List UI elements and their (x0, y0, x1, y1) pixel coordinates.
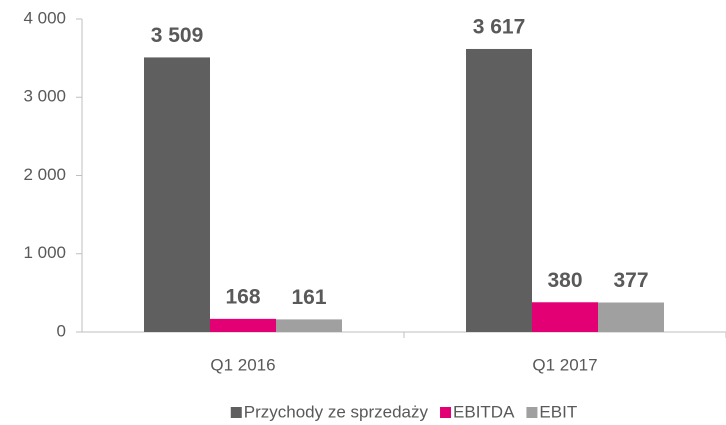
x-tick-label: Q1 2016 (210, 355, 275, 374)
legend-swatch (440, 407, 452, 418)
y-tick-label: 3 000 (23, 87, 66, 106)
value-label: 380 (547, 269, 582, 292)
bar (144, 57, 210, 333)
legend-label: EBITDA (453, 402, 515, 421)
bar (598, 302, 664, 332)
legend-swatch (526, 407, 538, 418)
value-label: 161 (291, 286, 326, 309)
value-label: 377 (613, 269, 648, 292)
y-tick-label: 0 (57, 321, 66, 340)
legend-swatch (230, 407, 242, 418)
y-tick-label: 4 000 (23, 8, 66, 27)
bar (210, 318, 276, 332)
legend-label: Przychody ze sprzedaży (244, 402, 429, 421)
bar (466, 48, 532, 332)
y-tick-label: 2 000 (23, 165, 66, 184)
bar (276, 319, 342, 332)
value-label: 3 617 (473, 16, 526, 39)
bar (532, 302, 598, 332)
value-label: 3 509 (151, 24, 204, 47)
value-label: 168 (225, 285, 260, 308)
x-tick-label: Q1 2017 (532, 355, 597, 374)
y-tick-label: 1 000 (23, 243, 66, 262)
legend-label: EBIT (539, 402, 577, 421)
